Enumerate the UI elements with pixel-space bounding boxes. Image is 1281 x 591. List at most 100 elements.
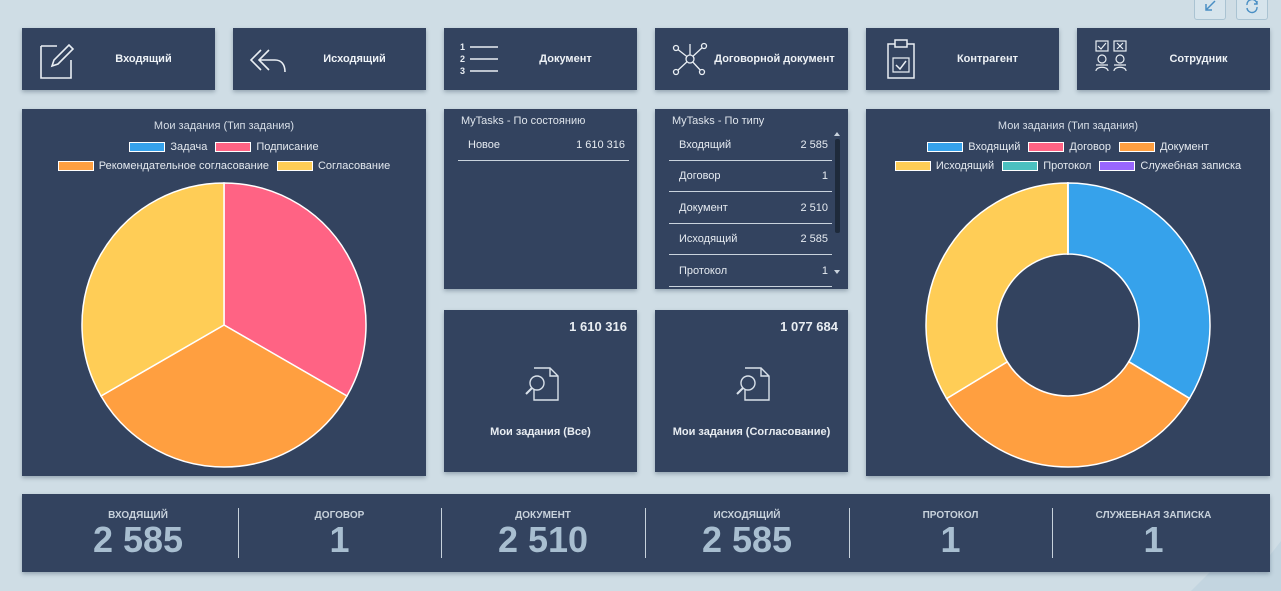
row-label: Исходящий	[679, 232, 738, 245]
reply-all-icon	[249, 49, 286, 73]
row-value: 2 510	[800, 201, 828, 214]
kpi-my-tasks-all[interactable]: 1 610 316 Мои задания (Все)	[444, 310, 637, 472]
nav-employee[interactable]: Сотрудник	[1077, 28, 1270, 90]
scroll-down-icon[interactable]	[834, 269, 840, 275]
chart-legend: Входящий Договор Документ Исходящий Протокол…	[866, 140, 1270, 178]
chart-title: Мои задания (Тип задания)	[997, 120, 1139, 132]
list-item[interactable]: Договор 1	[669, 160, 832, 192]
legend-item[interactable]: Согласование	[276, 159, 391, 173]
row-value: 2 585	[800, 138, 828, 151]
collapse-icon	[1205, 0, 1216, 11]
edit-icon	[40, 43, 75, 79]
stat-contract: ДОГОВОР 1	[238, 494, 441, 572]
chart-legend: Задача Подписание Рекомендательное согласо…	[22, 140, 426, 178]
network-icon	[672, 42, 708, 76]
stat-document: ДОКУМЕНТ 2 510	[441, 494, 645, 572]
kpi-my-tasks-approval[interactable]: 1 077 684 Мои задания (Согласование)	[655, 310, 848, 472]
legend-swatch	[894, 161, 931, 171]
list-item[interactable]: Документ 2 510	[669, 192, 832, 224]
svg-text:3: 3	[460, 66, 465, 76]
nav-label: Сотрудник	[1169, 53, 1228, 65]
refresh-button[interactable]	[1236, 0, 1268, 20]
stat-outgoing: ИСХОДЯЩИЙ 2 585	[645, 494, 849, 572]
nav-counterparty[interactable]: Контрагент	[866, 28, 1059, 90]
stat-incoming: ВХОДЯЩИЙ 2 585	[38, 494, 238, 572]
nav-contract-document[interactable]: Договорной документ	[655, 28, 848, 90]
stat-value: 2 585	[92, 519, 184, 560]
nav-document[interactable]: 1 2 3 Документ	[444, 28, 637, 90]
document-search-icon	[736, 367, 770, 401]
nav-incoming[interactable]: Входящий	[22, 28, 215, 90]
divider	[441, 508, 442, 558]
collapse-button[interactable]	[1194, 0, 1226, 20]
stat-value: 1	[940, 519, 961, 560]
scroll-up-icon[interactable]	[834, 131, 840, 137]
svg-text:1: 1	[460, 42, 465, 52]
kpi-value: 1 610 316	[569, 319, 627, 334]
kpi-value: 1 077 684	[780, 319, 838, 334]
stat-label: ПРОТОКОЛ	[922, 510, 979, 521]
stat-label: ДОГОВОР	[314, 510, 365, 521]
numbered-list-icon: 1 2 3	[460, 42, 498, 76]
row-label: Договор	[679, 169, 721, 182]
legend-item[interactable]: Рекомендательное согласование	[57, 159, 269, 173]
legend-label: Протокол	[1043, 160, 1092, 172]
pie-slice-Документ[interactable]	[945, 360, 1191, 468]
list-item[interactable]: Новое 1 610 316	[458, 129, 629, 161]
legend-item[interactable]: Входящий	[927, 140, 1020, 154]
row-label: Протокол	[679, 264, 728, 277]
legend-swatch	[57, 161, 94, 171]
nav-outgoing[interactable]: Исходящий	[233, 28, 426, 90]
legend-swatch	[927, 142, 964, 152]
legend-item[interactable]: Задача	[129, 140, 207, 154]
tasks-by-state-panel: MyTasks - По состоянию Новое 1 610 316	[444, 109, 637, 289]
legend-swatch	[1002, 161, 1039, 171]
legend-label: Рекомендательное согласование	[98, 160, 269, 172]
stat-value: 2 510	[497, 519, 589, 560]
list-item[interactable]: Исходящий 2 585	[669, 223, 832, 255]
nav-label: Документ	[539, 53, 592, 65]
legend-swatch	[1118, 142, 1155, 152]
legend-swatch	[1028, 142, 1065, 152]
stats-bar: ВХОДЯЩИЙ 2 585 ДОГОВОР 1 ДОКУМЕНТ 2 510 …	[22, 494, 1270, 572]
donut-chart	[925, 182, 1211, 468]
legend-item[interactable]: Протокол	[1002, 159, 1091, 173]
refresh-icon	[1246, 0, 1258, 14]
legend-label: Входящий	[968, 141, 1021, 153]
nav-label: Договорной документ	[714, 53, 835, 65]
chart-title: Мои задания (Тип задания)	[153, 120, 295, 132]
pie-chart	[81, 182, 367, 468]
pie-slice-Согласование[interactable]	[81, 182, 225, 398]
legend-item[interactable]: Служебная записка	[1099, 159, 1241, 173]
divider	[849, 508, 850, 558]
stat-label: ДОКУМЕНТ	[515, 510, 571, 521]
legend-label: Задача	[170, 141, 208, 153]
row-label: Входящий	[679, 138, 732, 151]
legend-item[interactable]: Исходящий	[894, 159, 994, 173]
pie-slice-Входящий[interactable]	[1067, 182, 1211, 400]
panel-title: MyTasks - По состоянию	[461, 115, 586, 127]
scrollbar-thumb[interactable]	[835, 139, 840, 233]
donut-chart-panel: Мои задания (Тип задания) Входящий Догово…	[866, 109, 1270, 476]
row-value: 2 585	[800, 232, 828, 245]
legend-item[interactable]: Подписание	[215, 140, 319, 154]
row-label: Документ	[679, 201, 728, 214]
legend-label: Подписание	[256, 141, 319, 153]
legend-swatch	[215, 142, 252, 152]
list-item[interactable]: Входящий 2 585	[669, 129, 832, 161]
pie-slice-Исходящий[interactable]	[925, 182, 1069, 400]
document-search-icon	[525, 367, 559, 401]
tasks-by-type-panel: MyTasks - По типу Входящий 2 585 Договор…	[655, 109, 848, 289]
stat-label: ИСХОДЯЩИЙ	[713, 510, 781, 521]
stat-label: ВХОДЯЩИЙ	[108, 510, 168, 521]
nav-label: Контрагент	[956, 53, 1019, 65]
legend-item[interactable]: Документ	[1118, 140, 1209, 154]
legend-item[interactable]: Договор	[1028, 140, 1111, 154]
legend-label: Документ	[1159, 141, 1209, 153]
list-item[interactable]: Протокол 1	[669, 255, 832, 287]
stat-protocol: ПРОТОКОЛ 1	[849, 494, 1052, 572]
legend-label: Согласование	[317, 160, 391, 172]
legend-swatch	[129, 142, 166, 152]
stat-value: 1	[329, 519, 350, 560]
pie-slice-Подписание[interactable]	[223, 182, 367, 398]
